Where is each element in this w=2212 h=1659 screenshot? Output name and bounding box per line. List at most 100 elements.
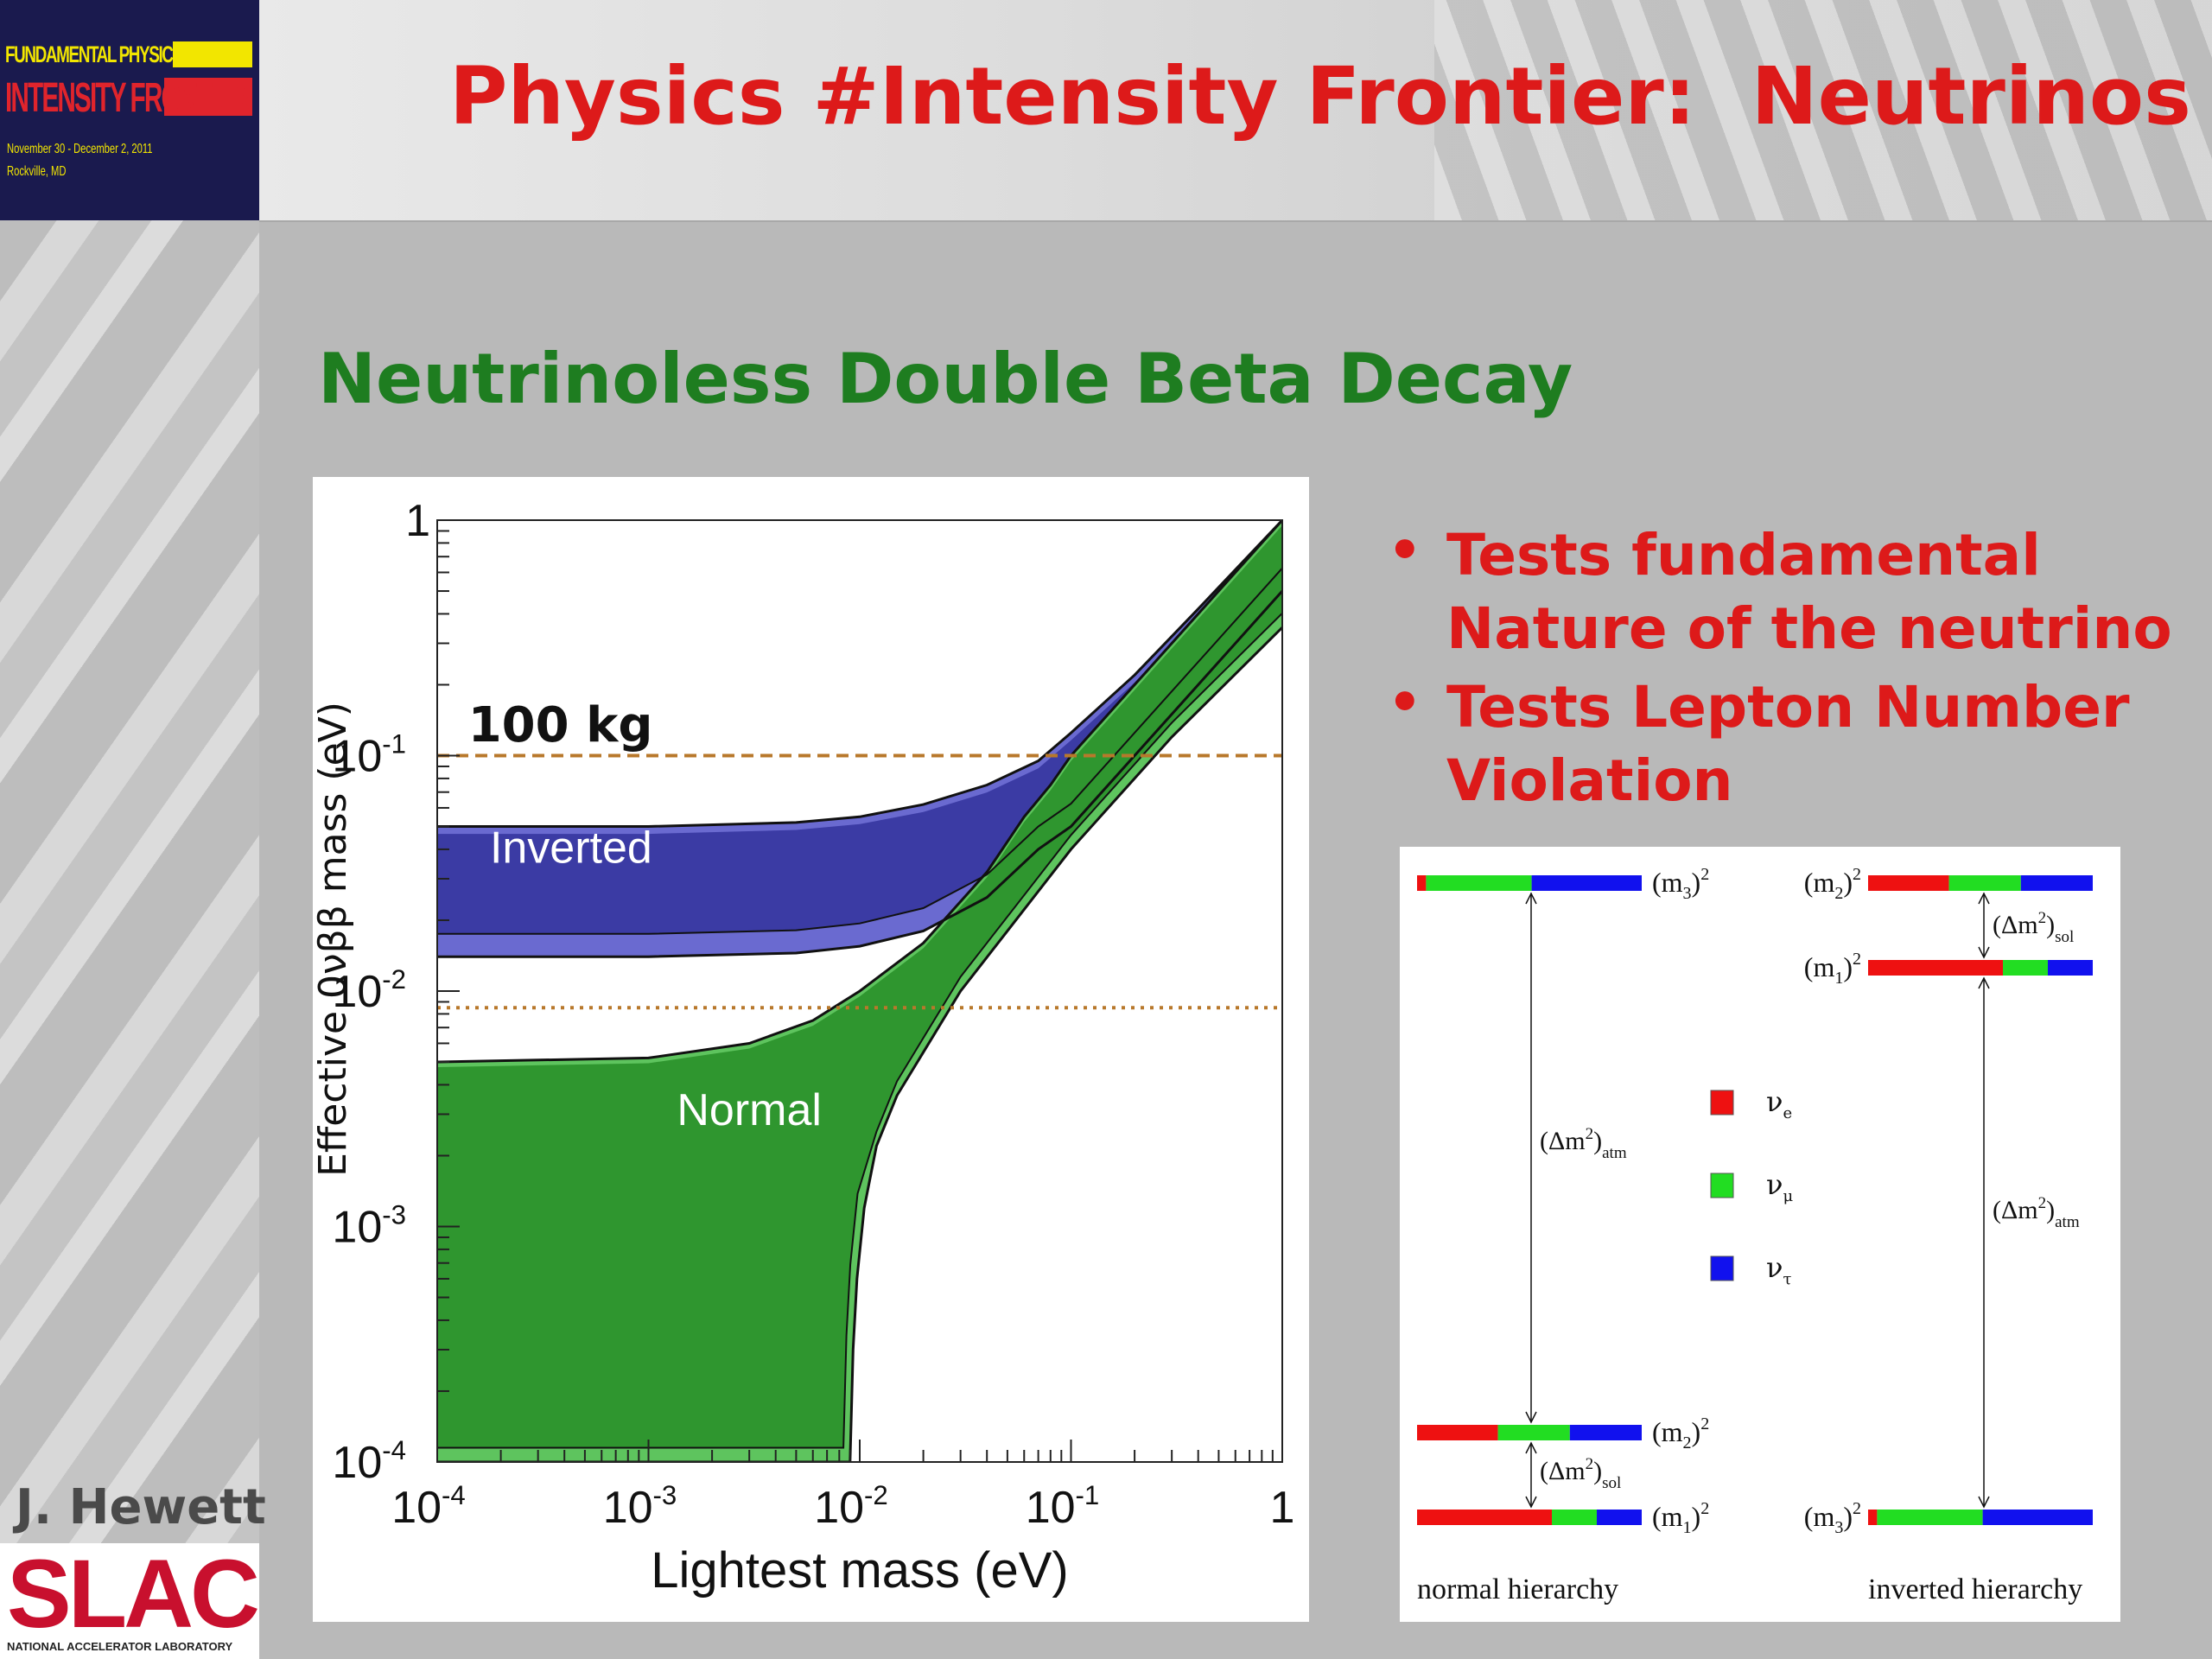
double-beta-chart: 10-4 10-3 10-2 10-1 1 10-4 10-3 10-2 10-1 1 Lighte… (313, 477, 1309, 1622)
inverted-level-label: (m1)2 (1804, 950, 1861, 988)
normal-level-label: (m3)2 (1652, 865, 1709, 903)
bullet-dot: • (1388, 518, 1422, 582)
inverted-sol-label: (Δm2)sol (1993, 909, 2074, 946)
logo-dates: November 30 - December 2, 2011 (7, 142, 153, 156)
bullet-line: Violation (1446, 747, 1733, 814)
normal-label: Normal (677, 1085, 822, 1135)
x-tick-label: 1 (1270, 1483, 1295, 1533)
x-tick-label: 10-2 (814, 1480, 888, 1533)
bullet-line: Tests fundamental (1446, 522, 2041, 588)
normal-atm-arrow-head (1525, 1411, 1537, 1424)
flavor-segment (1531, 875, 1642, 891)
plot-area (437, 520, 1282, 1462)
flavor-segment (1552, 1510, 1597, 1525)
logo-red-stripe (164, 78, 252, 116)
x-tick-label: 10-1 (1026, 1480, 1100, 1533)
inverted-level-bar (1868, 960, 2093, 976)
flavor-segment (1426, 875, 1532, 891)
header-decoration (259, 0, 2212, 222)
inverted-level-bar (1868, 875, 2093, 891)
slide-title: Physics #Intensity Frontier: Neutrinos (449, 50, 2191, 143)
hierarchy-svg: (m3)2 (m2)2 (m1)2 (Δm2)atm (Δm2)sol normal hi… (1417, 865, 2093, 1605)
band-outline-inner (437, 612, 1282, 1449)
normal-sol-arrow-head (1525, 1496, 1537, 1509)
flavor-segment (2048, 960, 2093, 976)
inverted-sol-arrow-head (1978, 946, 1990, 959)
flavor-segment (1417, 1510, 1552, 1525)
y-tick-label: 10-1 (332, 729, 406, 782)
inverted-label: Inverted (490, 823, 652, 874)
legend-swatch (1710, 1173, 1734, 1198)
inverted-sol-arrow-head (1978, 892, 1990, 905)
inverted-level-bar (1868, 1510, 2093, 1525)
author-name: J. Hewett (16, 1479, 266, 1535)
normal-atm-arrow-head (1525, 892, 1537, 905)
x-tick-label: 10-3 (603, 1480, 677, 1533)
logo-yellow-stripe (173, 41, 252, 67)
normal-sol-label: (Δm2)sol (1540, 1455, 1621, 1492)
normal-sol-arrow-head (1525, 1441, 1537, 1454)
inverted-hierarchy-caption: inverted hierarchy (1868, 1573, 2082, 1605)
left-decoration (0, 0, 259, 1659)
flavor-segment (1497, 1425, 1570, 1440)
x-axis-label: Lightest mass (eV) (651, 1542, 1069, 1599)
normal-band (437, 525, 1282, 1448)
slac-tagline: NATIONAL ACCELERATOR LABORATORY (7, 1640, 233, 1653)
inverted-level-label: (m2)2 (1804, 865, 1861, 903)
logo-line-1: FUNDAMENTAL PHYSICS AT THE (5, 41, 237, 67)
slac-wordmark: SLAC (7, 1540, 260, 1648)
chart-svg: 10-4 10-3 10-2 10-1 1 10-4 10-3 10-2 10-1 1 Lighte… (313, 496, 1295, 1599)
y-tick-label: 1 (405, 496, 430, 546)
normal-level-label: (m1)2 (1652, 1499, 1709, 1537)
normal-level-bar (1417, 1425, 1642, 1440)
inverted-atm-label: (Δm2)atm (1993, 1194, 2080, 1231)
bullet-dot: • (1388, 671, 1422, 734)
flavor-segment (2020, 875, 2093, 891)
inverted-atm-arrow-head (1978, 976, 1990, 989)
flavor-segment (1569, 1425, 1642, 1440)
mass-hierarchy-diagram: (m3)2 (m2)2 (m1)2 (Δm2)atm (Δm2)sol normal hi… (1400, 847, 2120, 1622)
logo-line-2: INTENSITY FRONTIER (5, 75, 251, 121)
band-outline (437, 626, 1282, 1462)
legend-swatch (1710, 1255, 1734, 1281)
flavor-segment (2003, 960, 2048, 976)
legend-label: νμ (1766, 1168, 1793, 1205)
conference-logo: FUNDAMENTAL PHYSICS AT THE INTENSITY FRO… (0, 0, 259, 220)
flavor-segment (1597, 1510, 1642, 1525)
band-outline (437, 589, 1282, 958)
legend-label: ντ (1766, 1251, 1791, 1288)
normal-level-bar (1417, 875, 1642, 891)
y-tick-label: 10-4 (332, 1435, 406, 1488)
bullet-list: • Tests fundamental Nature of the neutri… (1381, 518, 2202, 823)
band-outline (437, 520, 1282, 828)
logo-line-3: November 30 - December 2, 2011 Rockville… (7, 138, 153, 183)
flavor-segment (1982, 1510, 2093, 1525)
y-axis-label: Effective 0νββ mass (eV) (313, 702, 355, 1177)
y-tick-label: 10-3 (332, 1200, 406, 1253)
logo-location: Rockville, MD (7, 164, 67, 179)
bullet-line: Nature of the neutrino (1446, 595, 2172, 662)
flavor-segment (1868, 960, 2003, 976)
normal-atm-label: (Δm2)atm (1540, 1125, 1627, 1162)
band-outline (437, 520, 1282, 1064)
x-tick-label: 10-4 (391, 1480, 466, 1533)
exposure-label: 100 kg (468, 697, 653, 753)
flavor-segment (1417, 1425, 1498, 1440)
normal-hierarchy-caption: normal hierarchy (1417, 1573, 1618, 1605)
slac-logo: SLAC NATIONAL ACCELERATOR LABORATORY (0, 1540, 260, 1659)
flavor-segment (1868, 1510, 1878, 1525)
legend-swatch (1710, 1090, 1734, 1116)
bullet-item: • Tests fundamental Nature of the neutri… (1381, 518, 2202, 665)
legend-label: νe (1766, 1085, 1792, 1122)
inverted-level-label: (m3)2 (1804, 1499, 1861, 1537)
flavor-segment (1877, 1510, 1983, 1525)
inverted-atm-arrow-head (1978, 1496, 1990, 1509)
flavor-segment (1948, 875, 2021, 891)
slide-subtitle: Neutrinoless Double Beta Decay (318, 339, 1573, 419)
band-outline-inner (437, 567, 1282, 935)
bullet-item: • Tests Lepton Number Violation (1381, 671, 2202, 817)
normal-level-bar (1417, 1510, 1642, 1525)
y-tick-label: 10-2 (332, 964, 406, 1017)
normal-level-label: (m2)2 (1652, 1414, 1709, 1452)
